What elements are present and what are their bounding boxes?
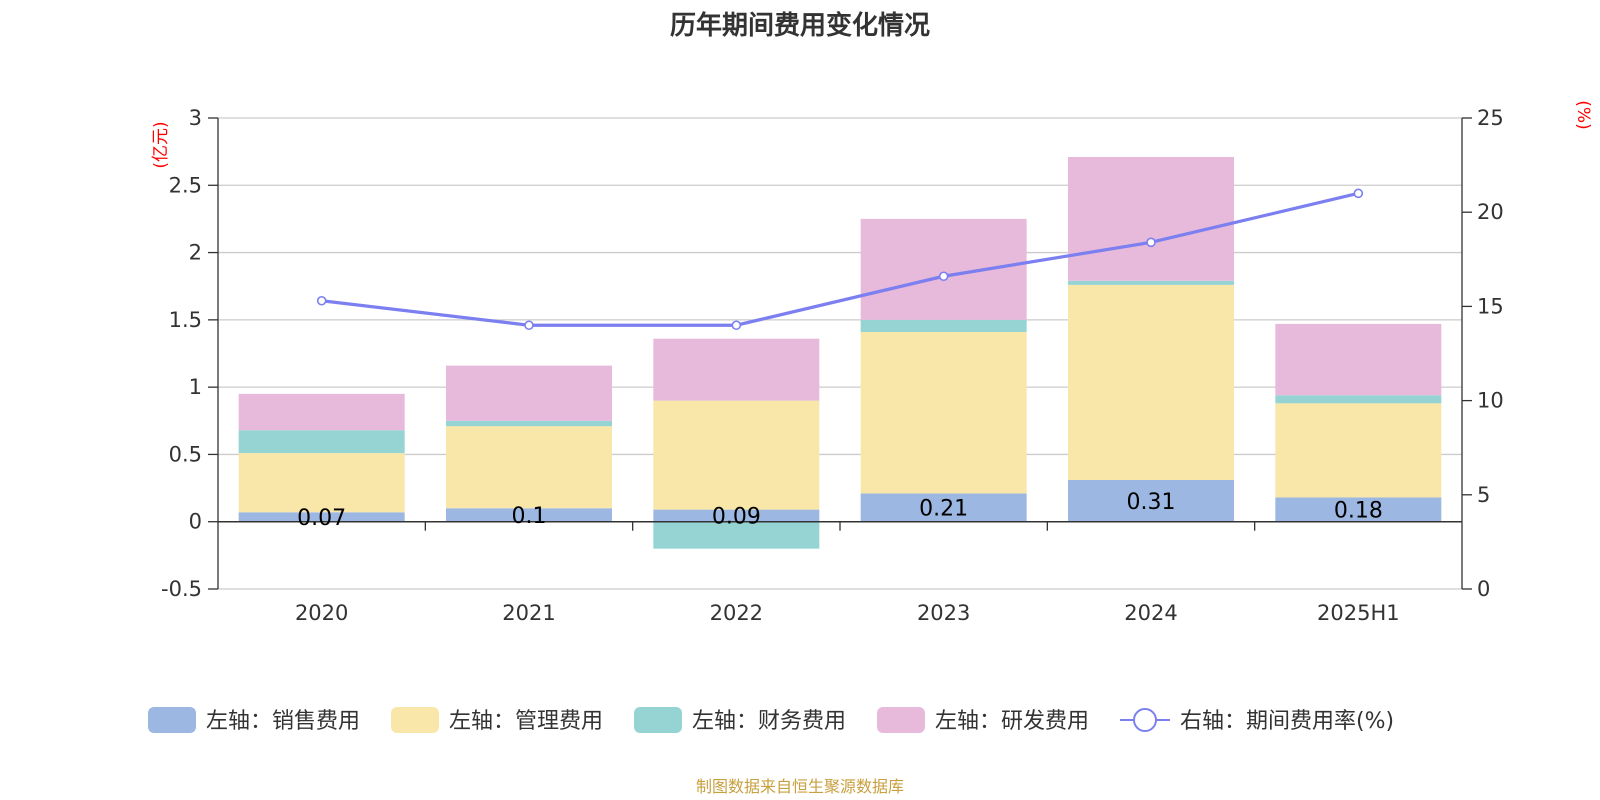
bar-segment: [1068, 479, 1234, 522]
bar-segment: [446, 508, 612, 522]
left-axis-tick-label: 1.5: [169, 308, 202, 332]
data-labels: 0.07 0.1 0.09 0.21 0.31 0.18: [297, 490, 1383, 531]
legend-label: 左轴：管理费用: [449, 709, 603, 734]
rate-line-path: [321, 191, 1359, 327]
bar-segment: [1068, 284, 1234, 480]
bar-data-label: 0.1: [512, 504, 547, 529]
legend-label: 右轴：期间费用率(%): [1180, 709, 1394, 734]
chart-title: 历年期间费用变化情况: [670, 10, 930, 41]
rate-point: [1353, 188, 1364, 199]
bar-segment: [238, 512, 405, 522]
rate-point: [731, 320, 742, 331]
left-axis-tick-label: 0: [189, 510, 202, 534]
right-axis-tick-label: 10: [1477, 389, 1504, 413]
bar-segment: [860, 331, 1027, 494]
left-axis-tick-label: -0.5: [161, 577, 202, 601]
bar-data-label: 0.31: [1127, 490, 1176, 515]
x-axis-label: 2024: [1124, 601, 1177, 625]
bar-segment: [1068, 280, 1234, 285]
bar-segment: [653, 400, 820, 510]
x-axis-label: 2020: [295, 601, 348, 625]
legend-swatch: [148, 707, 196, 733]
bar-segment: [653, 338, 820, 401]
bar-segment: [860, 218, 1027, 320]
rate-point: [316, 295, 327, 306]
right-axis-unit: (%): [1573, 100, 1593, 129]
bar-segment: [653, 509, 820, 522]
rate-point: [1146, 237, 1156, 248]
bar-data-label: 0.18: [1334, 499, 1383, 524]
legend-marker: [1133, 708, 1157, 732]
bar-segment: [1275, 403, 1442, 498]
x-axis-label: 2025H1: [1317, 601, 1400, 625]
grid-lines: [218, 117, 1462, 590]
bar-segment: [1275, 497, 1442, 522]
rate-point: [938, 271, 949, 282]
x-axis-label: 2021: [502, 601, 555, 625]
source-note: 制图数据来自恒生聚源数据库: [696, 777, 904, 796]
right-axis-tick-label: 0: [1477, 577, 1490, 601]
legend-label: 左轴：研发费用: [935, 709, 1089, 734]
right-axis-tick-label: 15: [1477, 294, 1504, 318]
bars: [238, 157, 1442, 549]
x-axis-label: 2023: [917, 601, 970, 625]
right-axis-tick-label: 20: [1477, 200, 1504, 224]
right-axis-tick-label: 5: [1477, 483, 1490, 507]
legend: 左轴：销售费用 左轴：管理费用 左轴：财务费用 左轴：研发费用 右轴：期间费用率(%): [148, 707, 1394, 734]
bar-segment: [1275, 395, 1442, 404]
bar-segment: [238, 430, 405, 454]
bar-data-label: 0.07: [297, 506, 346, 531]
rate-point: [524, 320, 534, 331]
legend-swatch: [634, 707, 682, 733]
bar-segment: [446, 420, 612, 427]
rate-line: [316, 188, 1364, 331]
bar-segment: [238, 393, 405, 431]
bar-segment: [238, 453, 405, 513]
axes: -0.5 0 0.5 1 1.5 2 2.5 3 0 5 10 15 20 25 2020 2021 2022 2…: [161, 106, 1504, 625]
legend-swatch: [391, 707, 439, 733]
left-axis-unit: (亿元): [151, 121, 171, 168]
x-axis-label: 2022: [710, 601, 763, 625]
bar-segment: [446, 426, 612, 509]
right-axis-tick-label: 25: [1477, 106, 1504, 130]
bar-segment: [860, 319, 1027, 332]
bar-segment: [1068, 157, 1234, 281]
bar-segment: [860, 493, 1027, 522]
legend-label: 左轴：财务费用: [692, 709, 846, 734]
bar-segment: [446, 365, 612, 421]
bar-segment: [1275, 323, 1442, 396]
left-axis-tick-label: 2.5: [169, 173, 202, 197]
legend-swatch: [877, 707, 925, 733]
bar-data-label: 0.21: [919, 497, 968, 522]
left-axis-tick-label: 2: [189, 241, 202, 265]
bar-segment: [653, 521, 820, 549]
legend-label: 左轴：销售费用: [206, 709, 360, 734]
left-axis-tick-label: 0.5: [169, 442, 202, 466]
left-axis-tick-label: 1: [189, 375, 202, 399]
left-axis-tick-label: 3: [189, 106, 202, 130]
bar-data-label: 0.09: [712, 505, 761, 530]
